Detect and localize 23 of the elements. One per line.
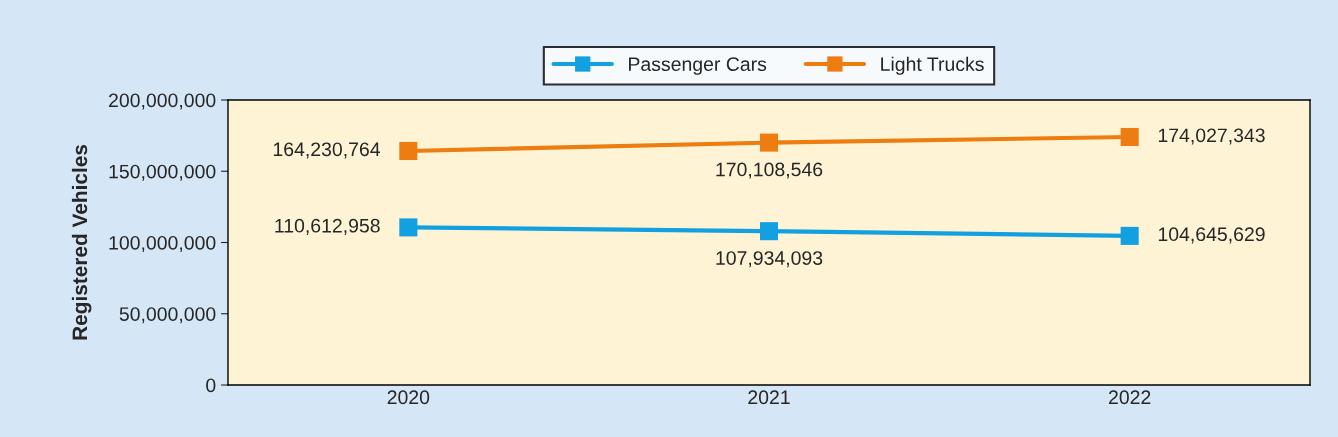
point bbox=[1120, 226, 1139, 245]
data-label: 164,230,764 bbox=[273, 142, 380, 159]
y-tick-label: 0 bbox=[206, 378, 216, 393]
data-label: 110,612,958 bbox=[275, 218, 380, 235]
y-axis-title: Registered Vehicles bbox=[71, 144, 92, 340]
point bbox=[399, 218, 418, 237]
x-tick-label: 2020 bbox=[387, 390, 430, 405]
data-label: 170,108,546 bbox=[716, 162, 823, 179]
y-tick-label: 200,000,000 bbox=[109, 93, 216, 110]
y-tick-label: 150,000,000 bbox=[109, 164, 216, 181]
legend-label: Passenger Cars bbox=[629, 57, 767, 75]
point bbox=[759, 222, 779, 241]
point bbox=[1120, 127, 1139, 147]
point bbox=[759, 133, 779, 152]
data-label: 107,934,093 bbox=[716, 251, 823, 268]
data-label: 104,645,629 bbox=[1158, 227, 1265, 244]
x-tick-label: 2022 bbox=[1109, 390, 1151, 405]
y-tick-label: 50,000,000 bbox=[119, 307, 216, 324]
x-tick-label: 2021 bbox=[748, 390, 790, 405]
legend-label: Light Trucks bbox=[881, 56, 984, 75]
y-tick-label: 100,000,000 bbox=[109, 235, 216, 253]
data-label: 174,027,343 bbox=[1158, 128, 1265, 145]
point bbox=[399, 141, 418, 160]
